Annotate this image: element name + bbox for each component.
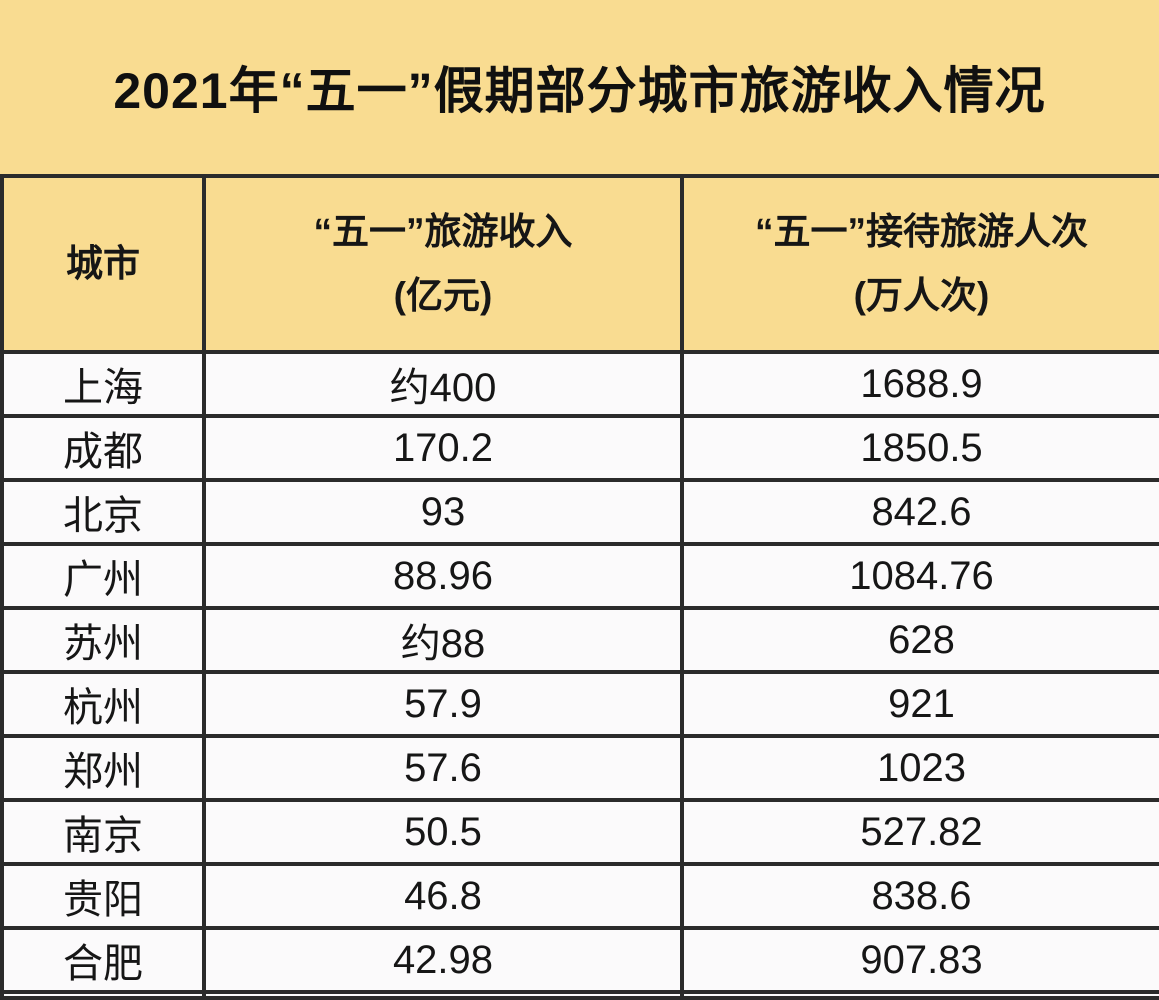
city-cell: 贵阳 — [0, 862, 206, 930]
table-row: 南京 50.5 527.82 — [0, 798, 1159, 866]
income-cell — [202, 990, 684, 1000]
visitors-cell: 842.6 — [680, 478, 1159, 546]
city-cell: 上海 — [0, 350, 206, 418]
city-cell: 合肥 — [0, 926, 206, 994]
income-cell: 93 — [202, 478, 684, 546]
table-row: 郑州 57.6 1023 — [0, 734, 1159, 802]
visitors-cell: 838.6 — [680, 862, 1159, 930]
visitors-cell: 1688.9 — [680, 350, 1159, 418]
table-row: 杭州 57.9 921 — [0, 670, 1159, 738]
col-header-visitors-line1: “五一”接待旅游人次 — [755, 211, 1088, 252]
visitors-cell: 1023 — [680, 734, 1159, 802]
income-cell: 42.98 — [202, 926, 684, 994]
city-cell: 北京 — [0, 478, 206, 546]
city-cell: 郑州 — [0, 734, 206, 802]
city-cell: 苏州 — [0, 606, 206, 674]
visitors-cell: 527.82 — [680, 798, 1159, 866]
table-row: 北京 93 842.6 — [0, 478, 1159, 546]
income-cell: 170.2 — [202, 414, 684, 482]
table-row: 广州 88.96 1084.76 — [0, 542, 1159, 610]
partial-clipped-row — [0, 990, 1159, 1000]
city-cell: 杭州 — [0, 670, 206, 738]
visitors-cell: 907.83 — [680, 926, 1159, 994]
table-row: 贵阳 46.8 838.6 — [0, 862, 1159, 930]
header-row: 城市 “五一”旅游收入 (亿元) “五一”接待旅游人次 (万人次) — [0, 174, 1159, 354]
income-cell: 50.5 — [202, 798, 684, 866]
income-cell: 约400 — [202, 350, 684, 418]
income-cell: 88.96 — [202, 542, 684, 610]
col-header-income: “五一”旅游收入 (亿元) — [202, 174, 684, 354]
city-cell: 成都 — [0, 414, 206, 482]
page-title: 2021年“五一”假期部分城市旅游收入情况 — [113, 63, 1046, 119]
city-cell: 广州 — [0, 542, 206, 610]
table-row: 苏州 约88 628 — [0, 606, 1159, 674]
col-header-visitors: “五一”接待旅游人次 (万人次) — [680, 174, 1159, 354]
table-row: 合肥 42.98 907.83 — [0, 926, 1159, 994]
title-banner: 2021年“五一”假期部分城市旅游收入情况 — [0, 0, 1159, 174]
visitors-cell: 1850.5 — [680, 414, 1159, 482]
income-cell: 约88 — [202, 606, 684, 674]
col-header-income-line2: (亿元) — [393, 275, 493, 316]
visitors-cell: 628 — [680, 606, 1159, 674]
col-header-visitors-line2: (万人次) — [853, 275, 990, 316]
visitors-cell: 1084.76 — [680, 542, 1159, 610]
visitors-cell — [680, 990, 1159, 1000]
table-row: 上海 约400 1688.9 — [0, 350, 1159, 418]
col-header-income-line1: “五一”旅游收入 — [313, 211, 573, 252]
table-row: 成都 170.2 1850.5 — [0, 414, 1159, 482]
tourism-table: 城市 “五一”旅游收入 (亿元) “五一”接待旅游人次 (万人次) 上海 约40… — [0, 174, 1159, 1000]
col-header-city-label: 城市 — [66, 243, 140, 284]
col-header-city: 城市 — [0, 174, 206, 354]
income-cell: 46.8 — [202, 862, 684, 930]
city-cell: 南京 — [0, 798, 206, 866]
income-cell: 57.9 — [202, 670, 684, 738]
city-cell — [0, 990, 206, 1000]
visitors-cell: 921 — [680, 670, 1159, 738]
income-cell: 57.6 — [202, 734, 684, 802]
